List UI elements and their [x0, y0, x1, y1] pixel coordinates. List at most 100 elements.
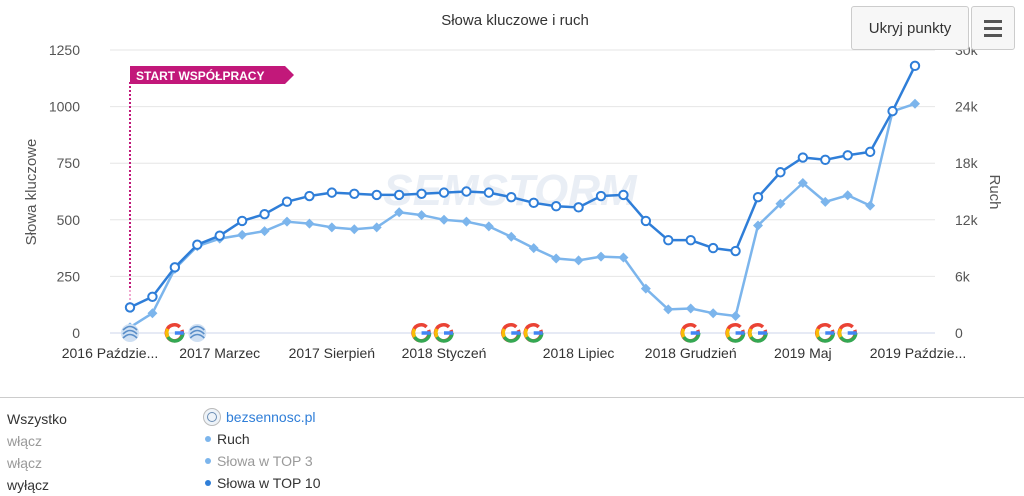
- data-point: [304, 218, 315, 229]
- y-right-tick-label: 18k: [955, 155, 979, 171]
- google-icon: [165, 328, 170, 338]
- data-point: [595, 190, 607, 202]
- x-axis-labels: 2016 Paździe... 2017 Marzec 2017 Sierpień 2…: [62, 345, 967, 361]
- data-point: [640, 283, 651, 294]
- x-tick-label: 2019 Paździe...: [870, 345, 967, 361]
- series-line: [129, 102, 916, 329]
- semstorm-watermark: SEMSTORM: [383, 166, 638, 215]
- data-point: [842, 150, 853, 161]
- semstorm-icon: [121, 324, 139, 342]
- chart-area: Słowa kluczowe i ruch SEMSTORM 0 250 500 75…: [23, 12, 1003, 361]
- watermark-text: SEMSTORM: [383, 166, 638, 215]
- google-icon: [725, 323, 746, 343]
- legend-item-top3[interactable]: Słowa w TOP 3: [203, 450, 321, 472]
- legend-item-top10[interactable]: Słowa w TOP 10: [203, 472, 321, 494]
- google-icon: [523, 328, 529, 338]
- legend-dot-icon: [205, 436, 211, 442]
- data-point: [326, 222, 337, 233]
- data-point: [259, 226, 270, 237]
- google-icon: [433, 323, 454, 343]
- data-point: [416, 210, 427, 221]
- legend-panel: Wszystko włącz włącz wyłącz bezsennosc.p…: [0, 397, 1024, 495]
- data-point: [573, 255, 584, 266]
- globe-icon: [203, 408, 221, 426]
- legend-site[interactable]: bezsennosc.pl: [203, 406, 321, 428]
- data-point: [865, 200, 876, 211]
- data-point: [550, 201, 562, 212]
- data-point: [663, 234, 674, 246]
- data-point: [438, 187, 450, 198]
- x-tick-label: 2017 Marzec: [179, 345, 260, 361]
- data-point: [820, 196, 831, 207]
- data-point: [887, 105, 898, 117]
- google-icon: [725, 328, 731, 338]
- data-point: [483, 221, 494, 232]
- data-point: [304, 190, 315, 202]
- start-cooperation-marker: START WSPÓŁPRACY: [129, 66, 294, 310]
- data-point: [797, 178, 808, 189]
- y-axis-right-title: Ruch: [986, 174, 1003, 209]
- toggle-top10[interactable]: wyłącz: [7, 477, 50, 493]
- data-point: [775, 198, 786, 209]
- data-point: [371, 222, 382, 233]
- data-point: [282, 216, 292, 227]
- y-axis-left-title: Słowa kluczowe: [23, 139, 40, 246]
- data-point: [237, 229, 248, 240]
- semstorm-icon: [189, 325, 205, 339]
- data-point: [864, 146, 876, 158]
- google-icon: [815, 328, 820, 338]
- start-marker-label: START WSPÓŁPRACY: [136, 68, 264, 83]
- x-tick-label: 2018 Styczeń: [402, 345, 487, 361]
- start-marker-flag: [130, 66, 294, 84]
- toggle-top3[interactable]: włącz: [7, 455, 43, 471]
- data-point: [349, 188, 360, 199]
- series-ruch: [125, 98, 920, 333]
- data-point: [147, 308, 158, 319]
- legend-toggles: Wszystko włącz włącz wyłącz: [7, 408, 67, 496]
- data-point: [910, 98, 920, 109]
- toggle-all[interactable]: Wszystko: [7, 411, 67, 427]
- google-icon: [411, 328, 417, 338]
- legend-series: bezsennosc.pl Ruch Słowa w TOP 3 Słowa w…: [203, 406, 321, 494]
- x-tick-label: 2018 Grudzień: [645, 345, 737, 361]
- data-point: [393, 189, 405, 201]
- data-point: [730, 311, 741, 322]
- data-point: [618, 252, 629, 263]
- chart-menu-button[interactable]: [971, 6, 1015, 50]
- google-icon: [501, 323, 522, 343]
- chart-title: Słowa kluczowe i ruch: [441, 12, 589, 29]
- hide-points-button[interactable]: Ukryj punkty: [851, 6, 969, 50]
- data-point: [169, 262, 181, 273]
- data-point: [147, 291, 158, 302]
- legend-item-ruch[interactable]: Ruch: [203, 428, 321, 450]
- data-point: [730, 245, 741, 257]
- data-point: [349, 224, 360, 235]
- legend-dot-icon: [205, 458, 211, 464]
- data-point: [124, 302, 136, 313]
- hamburger-icon: [984, 19, 1002, 23]
- data-point: [416, 188, 427, 199]
- data-point: [775, 167, 786, 178]
- data-point: [820, 154, 831, 166]
- data-point: [461, 216, 472, 227]
- data-point: [394, 207, 405, 218]
- google-icon: [837, 323, 858, 343]
- data-point: [842, 190, 853, 201]
- y-right-tick-label: 12k: [955, 212, 979, 228]
- data-point: [259, 208, 270, 220]
- google-icon: [680, 328, 686, 338]
- semstorm-icon: [122, 325, 138, 339]
- data-point: [506, 231, 517, 242]
- data-point: [236, 215, 248, 227]
- site-name[interactable]: bezsennosc.pl: [226, 409, 316, 425]
- toggle-ruch[interactable]: włącz: [7, 433, 43, 449]
- data-point: [483, 187, 495, 198]
- data-point: [192, 239, 203, 250]
- legend-dot-icon: [205, 480, 211, 486]
- google-icon: [815, 323, 836, 343]
- data-point: [506, 191, 517, 203]
- data-point: [708, 308, 719, 319]
- data-point: [214, 230, 225, 241]
- data-point: [797, 152, 809, 163]
- y-left-tick-label: 500: [57, 212, 81, 228]
